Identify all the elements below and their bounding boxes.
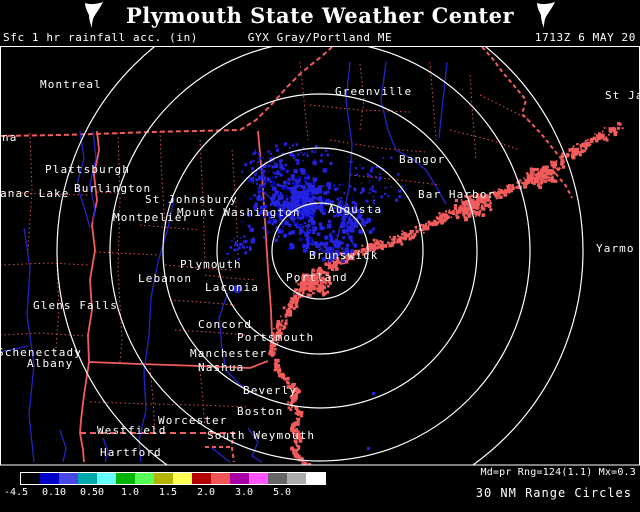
colorbar-cell [78,473,97,484]
map-label: Nashua [198,361,244,374]
colorbar-cell [230,473,249,484]
map-label: Mount Washington [177,206,301,219]
map-label: Schenectady [0,346,82,359]
map-label: Plattsburgh [45,163,130,176]
map-label: St Ja [605,89,640,102]
colorbar-cell [173,473,192,484]
tornado-icon-right [537,2,556,28]
map-label: Boston [237,405,283,418]
map-label: Concord [198,318,252,331]
colorbar-tick-label: 3.0 [234,487,254,498]
colorbar-tick-label: 0.10 [41,487,67,498]
colorbar-cell [211,473,230,484]
product-label: Sfc 1 hr rainfall acc. (in) [3,31,199,44]
timestamp-label: 1713Z 6 MAY 20 [534,31,636,44]
title-bar: Plymouth State Weather Center [0,0,640,30]
colorbar-cell [192,473,211,484]
map-label: Lebanon [138,272,192,285]
map-label: Beverly [243,384,297,397]
map-label: Glens Falls [33,299,118,312]
info-header: Sfc 1 hr rainfall acc. (in) GYX Gray/Por… [0,31,640,45]
status-readout: Md=pr Rng=124(1.1) Mx=0.3 [480,467,636,478]
station-label: GYX Gray/Portland ME [247,31,393,44]
map-label: Montreal [40,78,102,91]
map-label: Augusta [328,203,382,216]
map-label: Plymouth [180,258,242,271]
map-label: na [2,131,17,144]
map-label: South Weymouth [207,429,315,442]
map-label: Bangor [399,153,445,166]
colorbar-cell [135,473,154,484]
colorbar-cell [306,473,325,484]
map-label: anac Lake [0,187,70,200]
map-label: Portsmouth [237,331,314,344]
range-circles-note: 30 NM Range Circles [475,486,632,500]
colorbar-cell [116,473,135,484]
colorbar-cell [59,473,78,484]
colorbar-tick-label: 5.0 [272,487,292,498]
colorbar-cell [268,473,287,484]
map-label: Greenville [335,85,412,98]
colorbar-labels: -4.5 0.10 0.50 1.0 1.5 2.0 3.0 5.0 [0,487,340,499]
map-label: Manchester [190,347,267,360]
map-label: Albany [27,357,73,370]
map-label: Burlington [74,182,151,195]
colorbar [20,472,326,485]
map-label: Hartford [100,446,162,459]
colorbar-cell [287,473,306,484]
colorbar-tick-label: 2.0 [196,487,216,498]
colorbar-tick-label: 0.50 [79,487,105,498]
colorbar-cell [154,473,173,484]
colorbar-tick-label: -4.5 [3,487,29,498]
colorbar-tick-label: 1.0 [120,487,140,498]
map-label: St Johnsbury [145,193,238,206]
map-label: Portland [286,271,348,284]
colorbar-tick-label: 1.5 [158,487,178,498]
map-label: Brunswick [309,249,379,262]
map-label: Laconia [205,281,259,294]
colorbar-cell [21,473,40,484]
map-label: Westfield [97,424,167,437]
tornado-icon-left [84,2,103,28]
map-label: Worcester [158,414,228,427]
map-label: Montpelier [113,211,190,224]
colorbar-cell [40,473,59,484]
map-label: Bar Harbor [418,188,495,201]
map-label: Yarmo [596,242,635,255]
page-title: Plymouth State Weather Center [125,2,515,28]
colorbar-cell [249,473,268,484]
colorbar-cell [97,473,116,484]
